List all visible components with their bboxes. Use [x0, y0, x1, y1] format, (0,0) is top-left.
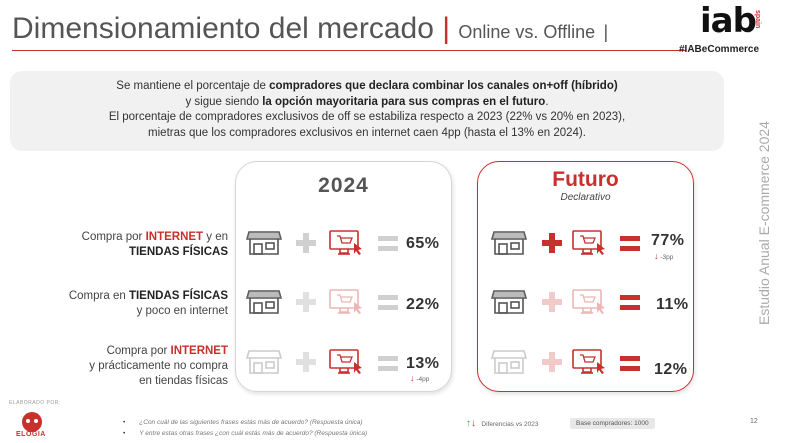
- computer-cart-icon: [328, 288, 364, 316]
- column-2024: 2024: [235, 161, 452, 392]
- delta-text: -3pp: [660, 254, 674, 261]
- label-text: Compra en: [68, 290, 129, 302]
- delta-text: -4pp: [416, 376, 430, 383]
- value-future-online: 12%: [654, 361, 688, 378]
- value-2024-hybrid: 65%: [406, 235, 440, 252]
- row-label-online: Compra por INTERNET y prácticamente no c…: [40, 344, 228, 389]
- summary-line-2: y sigue siendo la opción mayoritaria par…: [10, 95, 724, 111]
- column-future: Futuro Declarativo: [477, 161, 694, 392]
- label-text: Compra por: [106, 345, 171, 357]
- summary-line-3: El porcentaje de compradores exclusivos …: [108, 111, 626, 123]
- title-divider: [12, 50, 686, 51]
- row-label-line: TIENDAS FÍSICAS: [40, 245, 228, 260]
- side-label: Estudio Anual E-commerce 2024: [752, 100, 776, 345]
- computer-cart-icon: [571, 288, 607, 316]
- logo-word: iab: [700, 1, 757, 41]
- label-text: y en: [203, 231, 228, 243]
- equals-icon: [620, 356, 640, 371]
- equals-icon: [620, 295, 640, 310]
- column-2024-title: 2024: [318, 174, 369, 197]
- page-number: 12: [750, 418, 758, 425]
- store-icon: [246, 229, 282, 257]
- equals-icon: [378, 356, 398, 371]
- row-label-hybrid: Compra por INTERNET y en TIENDAS FÍSICAS: [40, 230, 228, 260]
- iab-logo: iab spain: [700, 1, 761, 42]
- delta-2024-online: ↓ -4pp: [410, 373, 429, 383]
- elogia-wordmark: ELOGIA: [16, 431, 46, 438]
- store-icon: [491, 348, 527, 376]
- value-future-offline: 11%: [656, 296, 689, 313]
- summary-highlight: la opción mayoritaria para sus compras e…: [262, 95, 546, 108]
- plus-icon: [296, 292, 316, 312]
- base-badge: Base compradores: 1000: [570, 418, 655, 429]
- row-label-line: y prácticamente no compra: [89, 360, 228, 372]
- title-separator: |: [442, 12, 451, 45]
- equals-icon: [378, 295, 398, 310]
- label-highlight: TIENDAS FÍSICAS: [128, 290, 228, 302]
- computer-cart-icon: [571, 229, 607, 257]
- plus-icon: [296, 233, 316, 253]
- subtitle-separator: |: [603, 22, 609, 42]
- footnote: • Y entre estas otras frases ¿con cuál es…: [123, 428, 367, 439]
- plus-icon: [542, 352, 562, 372]
- delta-future-hybrid: ↓ -3pp: [654, 251, 673, 261]
- plus-icon: [542, 292, 562, 312]
- summary-highlight: compradores que declara combinar los can…: [269, 80, 618, 92]
- arrow-down-icon: ↓: [654, 251, 659, 261]
- bullet-icon: •: [123, 430, 126, 437]
- summary-text: .: [545, 95, 549, 108]
- differences-legend: ↑↓ Diferencias vs 2023: [466, 418, 539, 429]
- value-2024-online: 13%: [406, 355, 440, 372]
- column-future-subtitle: Declarativo: [560, 192, 611, 203]
- logo-country: spain: [754, 10, 761, 29]
- elogia-logo-icon: [14, 407, 50, 441]
- store-icon: [491, 288, 527, 316]
- footnote-text: Y entre estas otras frases ¿con cuál est…: [139, 430, 368, 437]
- store-icon: [246, 348, 282, 376]
- arrow-down-icon: ↓: [410, 373, 415, 383]
- arrow-up-icon: ↑: [466, 418, 471, 429]
- row-label-line: Compra por INTERNET y en: [40, 230, 228, 245]
- equals-icon: [378, 236, 398, 251]
- row-label-line: en tiendas físicas: [139, 375, 228, 387]
- arrow-down-icon: ↓: [471, 418, 476, 429]
- computer-cart-icon: [571, 348, 607, 376]
- summary-text: y sigue siendo: [185, 95, 263, 108]
- row-label-line: Compra en TIENDAS FÍSICAS: [40, 289, 228, 304]
- plus-icon: [542, 233, 562, 253]
- title-text: Dimensionamiento del mercado: [12, 12, 434, 45]
- legend-text: Diferencias vs 2023: [481, 421, 539, 428]
- plus-icon: [296, 352, 316, 372]
- equals-icon: [620, 236, 640, 251]
- row-label-line: Compra por INTERNET: [40, 344, 228, 359]
- computer-cart-icon: [328, 348, 364, 376]
- summary-box: Se mantiene el porcentaje de compradores…: [10, 71, 724, 151]
- label-text: Compra por: [81, 231, 146, 243]
- label-highlight: TIENDAS FÍSICAS: [128, 246, 228, 258]
- row-label-line: y poco en internet: [136, 305, 228, 317]
- page-title: Dimensionamiento del mercado | Online vs…: [12, 12, 608, 46]
- store-icon: [246, 288, 282, 316]
- side-label-text: Estudio Anual E-commerce 2024: [756, 120, 772, 325]
- label-highlight: INTERNET: [145, 231, 204, 243]
- page-subtitle: Online vs. Offline: [458, 22, 596, 42]
- summary-text: Se mantiene el porcentaje de: [116, 80, 270, 92]
- made-by-label: ELABORADO POR:: [9, 400, 61, 406]
- footnote: • ¿Con cuál de las siguientes frases está…: [123, 417, 367, 428]
- column-future-title: Futuro: [552, 168, 619, 191]
- summary-line-1: Se mantiene el porcentaje de compradores…: [10, 79, 724, 95]
- bullet-icon: •: [123, 419, 126, 426]
- hashtag: #IABeCommerce: [679, 44, 760, 55]
- footnote-text: ¿Con cuál de las siguientes frases estás…: [139, 419, 363, 426]
- row-label-offline: Compra en TIENDAS FÍSICAS y poco en inte…: [40, 289, 228, 319]
- footnotes: • ¿Con cuál de las siguientes frases está…: [123, 417, 367, 439]
- value-future-hybrid: 77%: [651, 232, 685, 249]
- store-icon: [491, 229, 527, 257]
- label-highlight: INTERNET: [170, 345, 229, 357]
- computer-cart-icon: [328, 229, 364, 257]
- summary-line-4: mietras que los compradores exclusivos e…: [148, 126, 586, 139]
- value-2024-offline: 22%: [406, 296, 440, 313]
